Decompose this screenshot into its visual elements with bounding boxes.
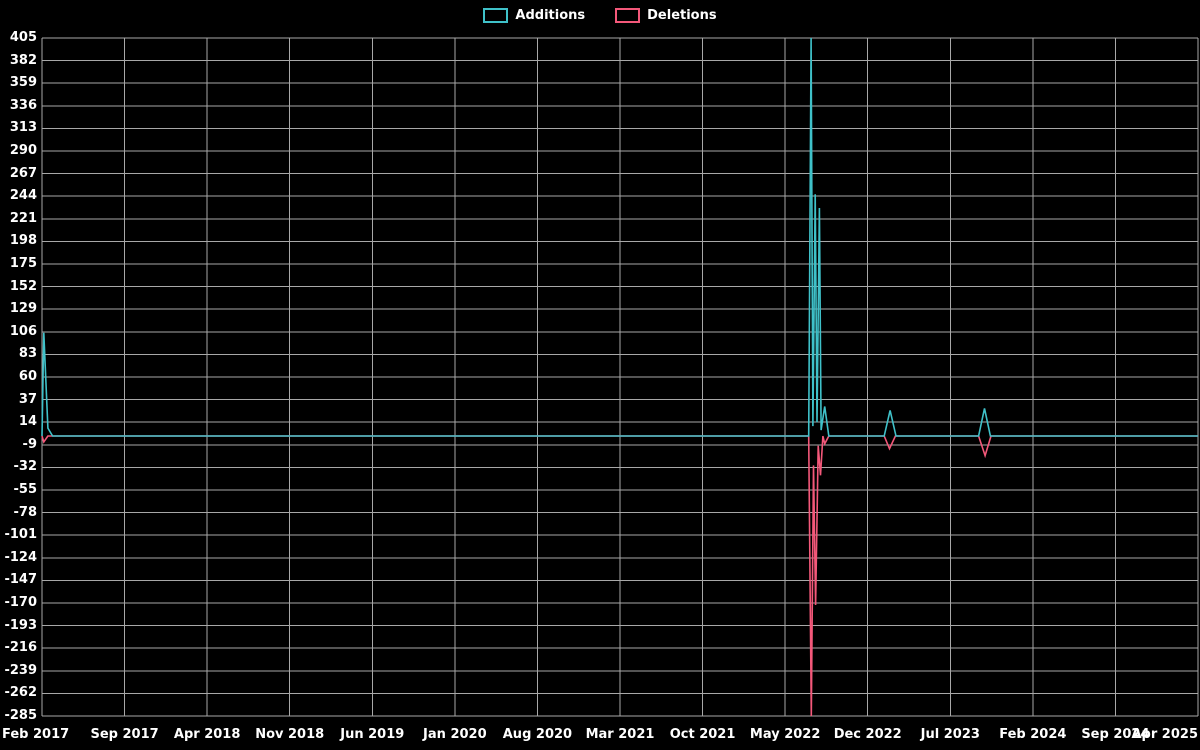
y-tick-label: 129 bbox=[9, 301, 37, 317]
x-tick-label: Aug 2020 bbox=[502, 727, 573, 742]
y-tick-label: 37 bbox=[18, 391, 37, 407]
y-tick-label: 221 bbox=[9, 210, 37, 226]
x-tick-label: Sep 2017 bbox=[90, 727, 159, 742]
y-tick-label: 267 bbox=[9, 165, 37, 181]
y-tick-label: -239 bbox=[4, 662, 37, 678]
x-tick-label: Feb 2024 bbox=[999, 727, 1067, 742]
x-tick-label: Apr 2025 bbox=[1131, 727, 1199, 742]
legend-label-additions: Additions bbox=[515, 8, 586, 23]
y-tick-label: -216 bbox=[4, 640, 37, 656]
y-tick-label: 152 bbox=[9, 278, 37, 294]
x-tick-label: Apr 2018 bbox=[173, 727, 241, 742]
x-tick-label: Sep 2024 bbox=[1081, 727, 1150, 742]
y-tick-label: 175 bbox=[9, 256, 37, 271]
x-tick-label: Mar 2021 bbox=[585, 727, 655, 742]
chart-legend: Additions Deletions bbox=[0, 8, 1200, 23]
deletions-swatch bbox=[615, 8, 641, 23]
y-tick-label: 198 bbox=[9, 233, 37, 249]
y-tick-label: 290 bbox=[9, 143, 37, 158]
x-tick-label: May 2022 bbox=[749, 727, 821, 742]
y-tick-label: 106 bbox=[9, 323, 37, 339]
y-tick-label: -55 bbox=[13, 482, 38, 497]
additions-swatch bbox=[483, 8, 509, 23]
y-tick-label: 313 bbox=[9, 120, 37, 136]
y-tick-label: -262 bbox=[4, 685, 37, 701]
y-tick-label: 336 bbox=[9, 97, 37, 113]
legend-item-additions[interactable]: Additions bbox=[483, 8, 585, 23]
y-tick-label: -170 bbox=[4, 595, 37, 610]
y-tick-label: 83 bbox=[18, 346, 37, 362]
x-tick-label: Jul 2023 bbox=[920, 727, 980, 742]
y-tick-label: -193 bbox=[4, 617, 37, 633]
additions-line bbox=[41, 37, 1198, 437]
x-tick-label: Dec 2022 bbox=[833, 727, 902, 742]
y-tick-label: -285 bbox=[4, 708, 37, 723]
y-tick-label: -9 bbox=[22, 436, 37, 452]
y-tick-label: -124 bbox=[4, 549, 37, 565]
y-tick-label: -147 bbox=[4, 572, 37, 588]
y-tick-label: 405 bbox=[9, 30, 37, 45]
y-tick-label: -101 bbox=[4, 527, 37, 543]
y-tick-label: 359 bbox=[9, 75, 37, 91]
legend-label-deletions: Deletions bbox=[647, 8, 717, 23]
x-tick-label: Feb 2017 bbox=[2, 727, 70, 742]
y-tick-label: 60 bbox=[18, 369, 37, 384]
y-tick-label: -78 bbox=[13, 504, 38, 520]
y-tick-label: -32 bbox=[13, 459, 38, 475]
x-tick-label: Oct 2021 bbox=[669, 727, 736, 742]
legend-item-deletions[interactable]: Deletions bbox=[615, 8, 717, 23]
y-tick-label: 14 bbox=[18, 414, 37, 430]
x-tick-label: Jun 2019 bbox=[340, 727, 405, 742]
x-tick-label: Nov 2018 bbox=[255, 727, 325, 742]
x-tick-label: Jan 2020 bbox=[423, 727, 487, 742]
y-tick-label: 244 bbox=[9, 188, 37, 204]
y-tick-label: 382 bbox=[9, 52, 37, 68]
